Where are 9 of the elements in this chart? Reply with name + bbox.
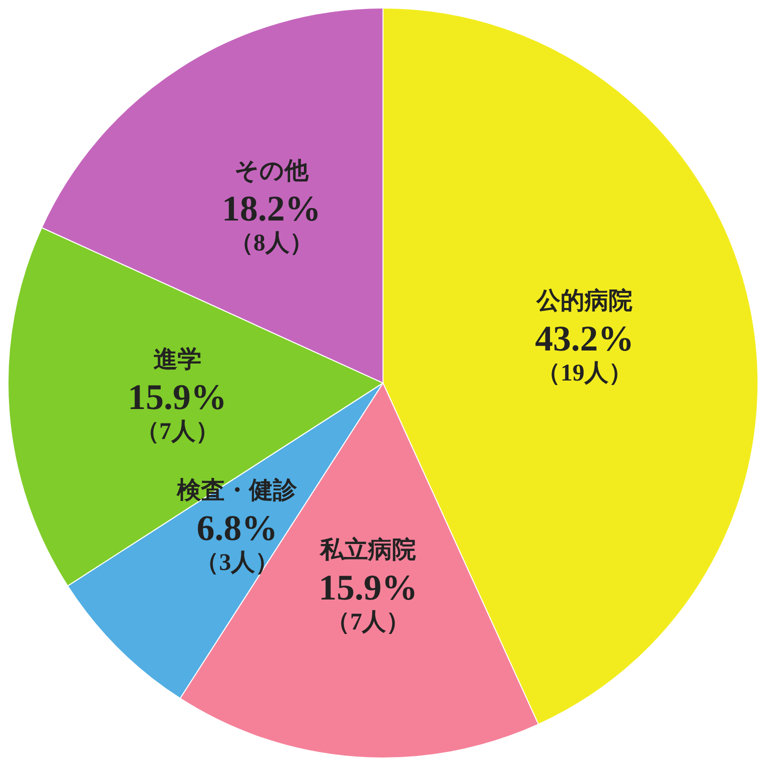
slice-label: その他: [234, 158, 310, 185]
slice-label: 私立病院: [319, 536, 416, 564]
text: 43.2% （19人）: [535, 318, 634, 386]
text: 15.9% （7人）: [318, 568, 418, 636]
text: 6.8% （3人）: [195, 508, 280, 576]
slice-label: 公的病院: [536, 287, 633, 314]
slice-label: 進学: [153, 346, 202, 373]
text: 18.2% （8人）: [222, 188, 321, 257]
text: 15.9% （7人）: [128, 376, 227, 445]
